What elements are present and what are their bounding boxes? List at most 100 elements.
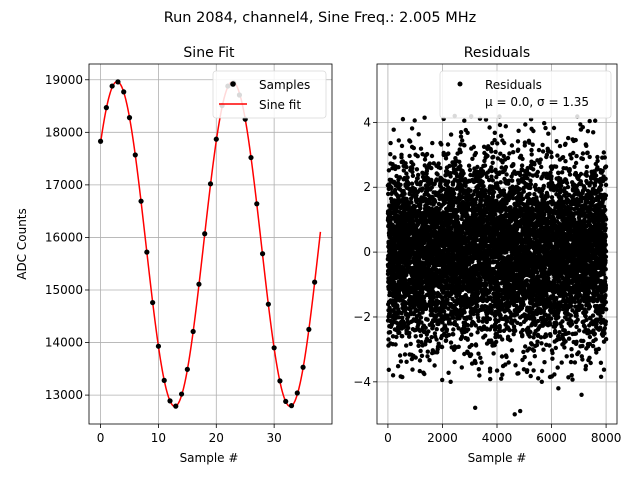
residual-point <box>477 373 481 377</box>
residual-point <box>507 151 511 155</box>
sample-point <box>196 282 201 287</box>
residual-point <box>470 157 474 161</box>
residual-point <box>416 344 420 348</box>
residual-point <box>452 191 456 195</box>
sine-fit-ytick-label: 17000 <box>45 178 83 192</box>
sample-point <box>254 201 259 206</box>
residual-point <box>388 330 392 334</box>
residual-point <box>422 372 426 376</box>
residual-point <box>507 360 511 364</box>
sample-point <box>283 399 288 404</box>
sample-point <box>179 391 184 396</box>
residual-point <box>452 360 456 364</box>
residual-point <box>411 162 415 166</box>
residual-point <box>435 327 439 331</box>
residual-point <box>419 315 423 319</box>
residual-point <box>426 350 430 354</box>
residual-point <box>451 327 455 331</box>
residual-point <box>451 187 455 191</box>
residual-point <box>495 141 499 145</box>
residual-point <box>479 360 483 364</box>
residual-point <box>449 340 453 344</box>
residual-point <box>444 156 448 160</box>
residual-point <box>485 154 489 158</box>
sine-fit-ytick-label: 19000 <box>45 73 83 87</box>
residual-point <box>392 128 396 132</box>
residual-point <box>417 132 421 136</box>
sine-fit-title: Sine Fit <box>183 45 235 61</box>
sample-point <box>208 181 213 186</box>
residual-point <box>423 157 427 161</box>
sine-fit-legend: Samples Sine fit <box>213 71 326 118</box>
residual-point <box>460 138 464 142</box>
residual-point <box>493 212 497 216</box>
residual-point <box>463 184 467 188</box>
residual-point <box>446 142 450 146</box>
residual-point <box>507 328 511 332</box>
sample-point <box>248 155 253 160</box>
residual-point <box>428 339 432 343</box>
residual-point <box>425 152 429 156</box>
residual-point <box>469 352 473 356</box>
residual-point <box>392 155 396 159</box>
residual-point <box>491 351 495 355</box>
residual-point <box>449 132 453 136</box>
residual-point <box>498 324 502 328</box>
residual-point <box>406 183 410 187</box>
residual-point <box>511 150 515 154</box>
residual-point <box>399 359 403 363</box>
residual-point <box>409 200 413 204</box>
residual-point <box>513 363 517 367</box>
sample-point <box>121 89 126 94</box>
residual-point <box>516 371 520 375</box>
residual-point <box>393 188 397 192</box>
sample-point <box>277 378 282 383</box>
residual-point <box>499 377 503 381</box>
sample-point <box>272 345 277 350</box>
residual-point <box>407 154 411 158</box>
residual-point <box>398 353 402 357</box>
residual-point <box>513 329 517 333</box>
residual-point <box>491 155 495 159</box>
residual-point <box>498 123 502 127</box>
residual-point <box>467 164 471 168</box>
sample-point <box>133 152 138 157</box>
residual-point <box>500 354 504 358</box>
residual-point <box>506 156 510 160</box>
sine-fit-xtick-label: 20 <box>209 431 224 445</box>
residual-point <box>430 141 434 145</box>
residual-point <box>399 153 403 157</box>
residual-point <box>400 316 404 320</box>
residual-point <box>494 340 498 344</box>
residual-point <box>499 134 503 138</box>
residual-point <box>493 131 497 135</box>
residual-point <box>419 147 423 151</box>
residual-point <box>489 149 493 153</box>
residual-point <box>407 331 411 335</box>
residual-point <box>389 185 393 189</box>
residual-point <box>428 161 432 165</box>
residual-point <box>438 166 442 170</box>
residual-point <box>466 338 470 342</box>
residual-point <box>474 343 478 347</box>
sine-fit-curve-group <box>101 82 321 407</box>
residual-point <box>410 126 414 130</box>
sample-point <box>202 231 207 236</box>
residual-point <box>414 334 418 338</box>
residual-point <box>483 163 487 167</box>
sine-fit-ytick-label: 14000 <box>45 336 83 350</box>
residual-point <box>430 154 434 158</box>
residual-point <box>475 165 479 169</box>
residuals-title: Residuals <box>464 45 530 61</box>
residual-point <box>431 324 435 328</box>
residual-point <box>446 179 450 183</box>
residual-point <box>387 368 391 372</box>
residual-point <box>511 162 515 166</box>
residual-point <box>411 174 415 178</box>
residual-point <box>470 343 474 347</box>
residual-point <box>518 173 522 177</box>
legend-samples-marker <box>230 81 236 87</box>
residual-point <box>465 131 469 135</box>
residual-point <box>483 334 487 338</box>
